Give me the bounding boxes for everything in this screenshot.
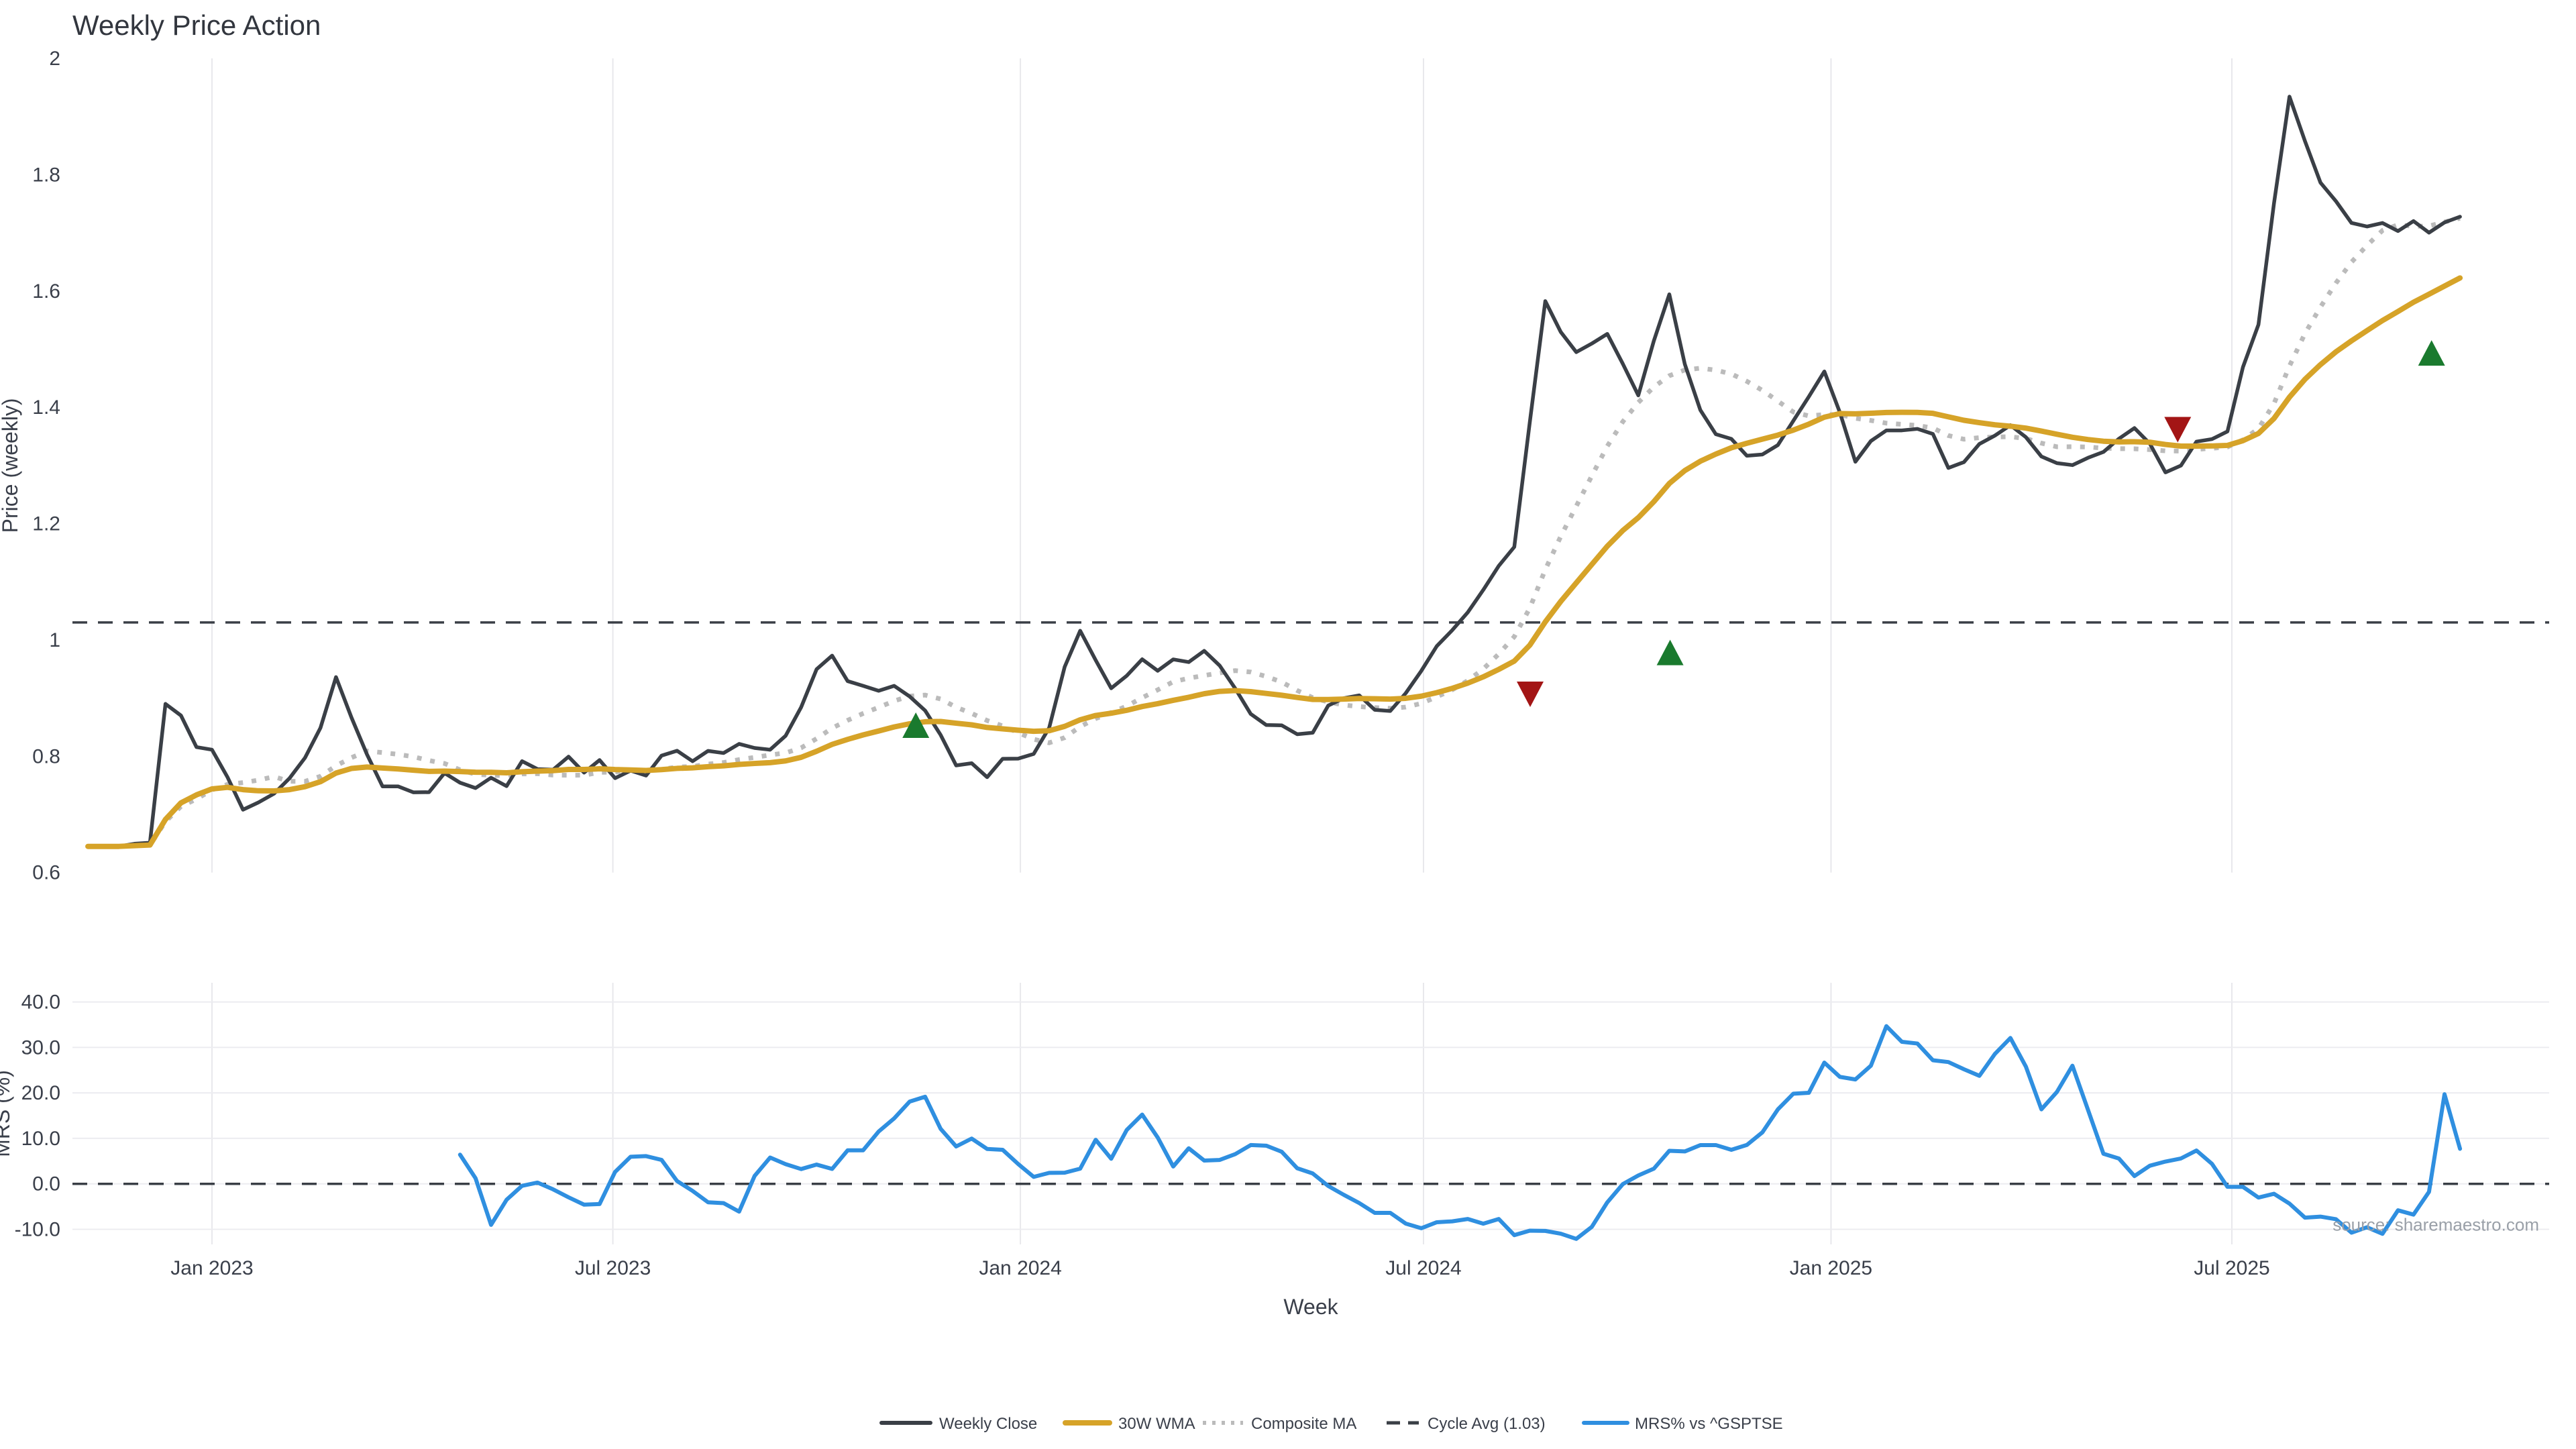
svg-text:source: sharemaestro.com: source: sharemaestro.com [2332,1215,2539,1235]
svg-text:0.0: 0.0 [32,1173,60,1195]
svg-text:20.0: 20.0 [21,1082,60,1104]
svg-text:10.0: 10.0 [21,1128,60,1150]
svg-text:Jul 2023: Jul 2023 [575,1257,651,1279]
svg-text:1.2: 1.2 [32,513,60,535]
svg-text:0.6: 0.6 [32,862,60,884]
svg-text:30.0: 30.0 [21,1036,60,1059]
svg-text:1.6: 1.6 [32,280,60,303]
svg-text:Jul 2024: Jul 2024 [1385,1257,1461,1279]
svg-text:MRS% vs ^GSPTSE: MRS% vs ^GSPTSE [1635,1415,1783,1433]
svg-text:Price (weekly): Price (weekly) [0,398,22,533]
svg-text:Jan 2024: Jan 2024 [979,1257,1061,1279]
svg-text:Jan 2023: Jan 2023 [170,1257,253,1279]
svg-text:Week: Week [1283,1295,1338,1319]
svg-text:30W WMA: 30W WMA [1118,1415,1195,1433]
svg-text:1.4: 1.4 [32,396,60,419]
svg-text:1.8: 1.8 [32,164,60,186]
svg-text:2: 2 [49,48,60,70]
svg-text:0.8: 0.8 [32,745,60,767]
svg-text:Weekly Close: Weekly Close [939,1415,1037,1433]
svg-text:-10.0: -10.0 [15,1219,60,1241]
svg-text:Jul 2025: Jul 2025 [2194,1257,2269,1279]
svg-text:MRS (%): MRS (%) [0,1070,14,1157]
svg-text:Composite MA: Composite MA [1251,1415,1356,1433]
svg-text:Cycle Avg (1.03): Cycle Avg (1.03) [1428,1415,1546,1433]
svg-text:1: 1 [49,629,60,651]
svg-text:Jan 2025: Jan 2025 [1790,1257,1872,1279]
svg-text:40.0: 40.0 [21,991,60,1014]
